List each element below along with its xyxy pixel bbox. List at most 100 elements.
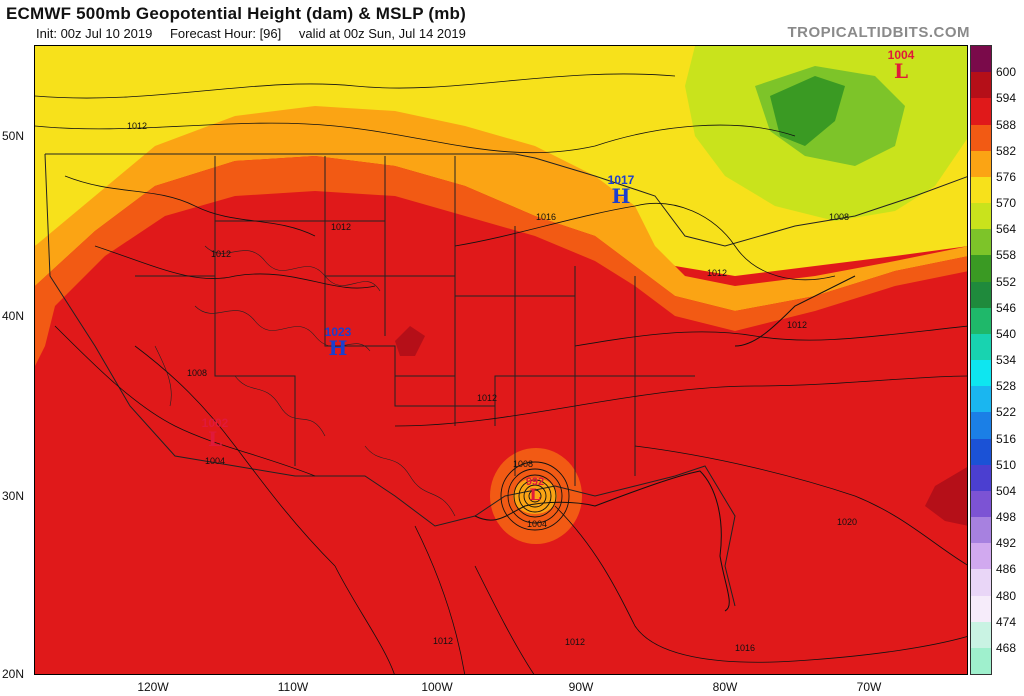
pressure-letter: H	[328, 336, 348, 360]
terrain-contours	[154, 245, 456, 517]
lat-label-20n: 20N	[2, 667, 25, 681]
isobar-label: 1012	[331, 222, 352, 232]
colorbar-level-label: 516	[996, 431, 1017, 446]
political-borders	[44, 153, 967, 607]
colorbar-level-label: 486	[996, 562, 1017, 577]
lat-label-50n: 50N	[2, 129, 25, 143]
lon-label-70w: 70W	[856, 680, 882, 694]
isobar-contours	[35, 73, 967, 674]
colorbar-cell	[971, 281, 991, 309]
colorbar-cell	[971, 464, 991, 492]
init-time: Init: 00z Jul 10 2019	[36, 26, 153, 41]
pressure-value: 1023	[324, 325, 352, 339]
isobar-label: 1012	[211, 249, 232, 259]
isobar-label: 1016	[735, 643, 756, 653]
colorbar-cell	[971, 333, 991, 361]
colorbar-level-label: 558	[996, 248, 1017, 263]
coastlines	[474, 275, 856, 612]
colorbar-level-label: 504	[996, 483, 1017, 498]
colorbar-cell	[971, 255, 991, 282]
field-582	[35, 156, 967, 366]
colorbar-level-label: 528	[996, 379, 1017, 394]
isobar-label: 1012	[787, 320, 808, 330]
weather-map: 1017 H 1023 H 1004 L 1002 L 992 L 1012 1…	[34, 45, 968, 675]
pressure-value: 1017	[607, 173, 635, 187]
colorbar-level-label: 546	[996, 300, 1017, 315]
colorbar-cell	[971, 438, 991, 466]
colorbar-level-label: 540	[996, 326, 1017, 341]
field-hurricane-core	[513, 478, 557, 514]
field-576	[35, 106, 967, 311]
hurricane-isobars	[500, 461, 570, 531]
pressure-value: 1002	[201, 416, 229, 430]
isobar-label: 1012	[565, 637, 586, 647]
colorbar-cell	[971, 229, 991, 256]
colorbar-level-label: 582	[996, 143, 1017, 158]
map-svg	[35, 46, 967, 674]
high-center-1023: 1023 H	[318, 325, 358, 360]
isobar-label: 1004	[205, 456, 226, 466]
colorbar-cell	[971, 595, 991, 623]
colorbar-level-label: 522	[996, 405, 1017, 420]
pressure-value: 992	[525, 476, 545, 488]
brand-watermark: TROPICALTIDBITS.COM	[787, 24, 970, 41]
isobar-label: 1012	[433, 636, 454, 646]
colorbar-level-label: 510	[996, 457, 1017, 472]
colorbar-level-label: 600	[996, 65, 1017, 80]
isobar-label: 1008	[829, 212, 850, 222]
isobar-label: 1008	[513, 459, 534, 469]
colorbar-cell	[971, 203, 991, 230]
isobar-label: 1012	[707, 268, 728, 278]
colorbar-cell	[971, 490, 991, 518]
low-center-992: 992 L	[515, 476, 555, 504]
lon-label-90w: 90W	[568, 680, 594, 694]
isobar-label: 1020	[837, 517, 858, 527]
low-center-1004: 1004 L	[881, 48, 921, 83]
field-552-green	[770, 76, 845, 146]
colorbar-level-label: 588	[996, 117, 1017, 132]
colorbar-level-label: 468	[996, 640, 1017, 655]
colorbar-cell	[971, 543, 991, 570]
colorbar-cell	[971, 386, 991, 413]
colorbar-cell	[971, 360, 991, 387]
field-594-atlantic	[925, 467, 967, 526]
lon-label-80w: 80W	[712, 680, 738, 694]
field-594-ridge	[395, 326, 425, 356]
lon-label-100w: 100W	[421, 680, 453, 694]
colorbar-level-label: 480	[996, 588, 1017, 603]
high-center-1017: 1017 H	[601, 173, 641, 208]
lat-label-40n: 40N	[2, 309, 25, 323]
colorbar-cell	[971, 72, 991, 99]
pressure-letter: H	[611, 184, 631, 208]
isobar-label: 1012	[477, 393, 498, 403]
pressure-value: 1004	[887, 48, 915, 62]
colorbar-level-label: 552	[996, 274, 1017, 289]
colorbar-cell	[971, 307, 991, 335]
colorbar-cell	[971, 647, 991, 675]
colorbar-level-label: 576	[996, 169, 1017, 184]
valid-time: valid at 00z Sun, Jul 14 2019	[298, 26, 466, 41]
colorbar-cell	[971, 98, 991, 125]
lon-label-110w: 110W	[277, 680, 309, 694]
colorbar-cell	[971, 569, 991, 596]
colorbar-cell	[971, 150, 991, 178]
colorbar-level-label: 564	[996, 222, 1017, 237]
colorbar-cell	[971, 621, 991, 649]
lon-label-120w: 120W	[137, 680, 169, 694]
low-center-1002: 1002 L	[195, 416, 235, 451]
colorbar	[970, 45, 992, 675]
isobar-label: 1012	[127, 121, 148, 131]
colorbar-level-label: 534	[996, 353, 1017, 367]
pressure-letter: L	[893, 59, 909, 83]
pressure-letter: L	[207, 427, 223, 451]
chart-title: ECMWF 500mb Geopotential Height (dam) & …	[6, 4, 467, 23]
pressure-letter: L	[529, 485, 541, 504]
colorbar-cell	[971, 46, 991, 73]
colorbar-level-label: 474	[996, 614, 1017, 629]
colorbar-cell	[971, 517, 991, 544]
colorbar-level-label: 570	[996, 196, 1017, 210]
colorbar-cell	[971, 176, 991, 204]
lat-label-30n: 30N	[2, 489, 25, 503]
colorbar-level-label: 498	[996, 510, 1017, 524]
colorbar-level-label: 492	[996, 536, 1017, 551]
